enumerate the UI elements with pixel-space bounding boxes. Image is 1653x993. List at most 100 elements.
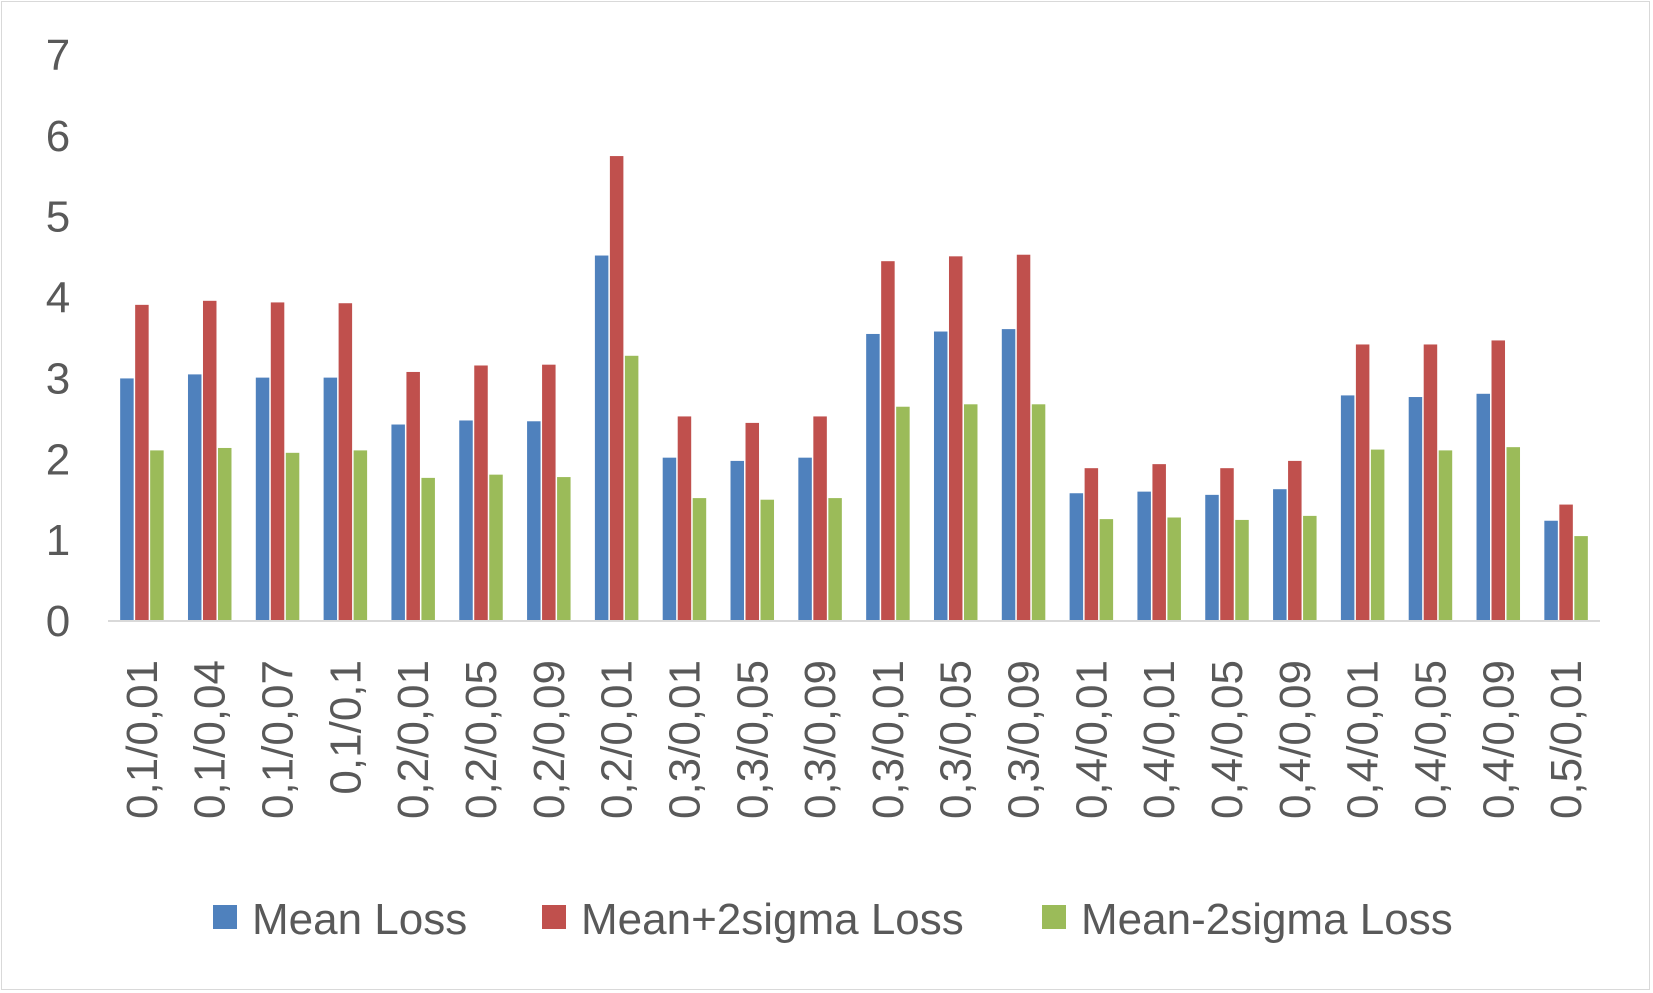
- bar-mean-loss-3: [323, 377, 338, 621]
- x-category-label: 0,4/0,05: [1203, 660, 1252, 819]
- x-category-label: 0,3/0,01: [660, 660, 709, 819]
- bar-mean-2sigma-loss-19: [1423, 344, 1438, 621]
- x-category-label: 0,4/0,09: [1271, 660, 1320, 819]
- bar-mean-loss-0: [120, 378, 134, 621]
- x-category-label: 0,1/0,07: [254, 660, 303, 819]
- bar-mean-2sigma-loss-13: [1031, 404, 1046, 621]
- bar-mean-2sigma-loss-12: [948, 256, 963, 621]
- bar-mean-loss-1: [187, 374, 202, 621]
- bar-mean-loss-10: [798, 457, 812, 621]
- x-category-label: 0,2/0,05: [457, 660, 506, 819]
- bars-group: [120, 156, 1588, 621]
- bar-mean-loss-17: [1273, 489, 1287, 621]
- bar-mean-2sigma-loss-1: [202, 300, 217, 621]
- x-category-label: 0,5/0,01: [1542, 660, 1591, 819]
- y-tick-label: 6: [46, 112, 70, 161]
- bar-mean-2sigma-loss-17: [1288, 460, 1302, 621]
- legend: Mean Loss Mean+2sigma Loss Mean-2sigma Los…: [213, 895, 1453, 944]
- bar-mean-2sigma-loss-5: [474, 365, 488, 621]
- bar-mean-2sigma-loss-2: [270, 302, 285, 621]
- bar-mean-2sigma-loss-3: [338, 303, 353, 621]
- x-category-label: 0,1/0,01: [118, 660, 167, 819]
- y-tick-label: 3: [46, 354, 70, 403]
- y-tick-label: 5: [46, 193, 70, 242]
- legend-label: Mean-2sigma Loss: [1081, 895, 1453, 944]
- bar-mean-2sigma-loss-4: [421, 477, 435, 621]
- x-category-label: 0,2/0,09: [525, 660, 574, 819]
- bar-mean-2sigma-loss-0: [135, 304, 149, 621]
- bar-mean-loss-7: [594, 255, 609, 621]
- bar-mean-2sigma-loss-19: [1438, 450, 1453, 621]
- bar-mean-2sigma-loss-14: [1099, 519, 1114, 621]
- bar-mean-loss-15: [1137, 491, 1151, 621]
- bar-mean-2sigma-loss-3: [353, 450, 368, 621]
- bar-mean-loss-19: [1408, 397, 1423, 621]
- bar-mean-2sigma-loss-8: [677, 416, 692, 621]
- y-tick-label: 0: [46, 597, 70, 646]
- x-category-label: 0,3/0,09: [796, 660, 845, 819]
- bar-mean-loss-20: [1476, 393, 1491, 621]
- bar-mean-loss-14: [1069, 493, 1084, 621]
- bar-mean-2sigma-loss-11: [896, 406, 910, 621]
- bar-mean-loss-21: [1544, 520, 1558, 621]
- bar-mean-2sigma-loss-16: [1220, 468, 1234, 621]
- bar-mean-2sigma-loss-10: [828, 498, 842, 621]
- x-category-label: 0,2/0,01: [593, 660, 642, 819]
- legend-swatch-1: [542, 905, 566, 929]
- bar-mean-2sigma-loss-21: [1574, 536, 1588, 621]
- y-tick-label: 4: [46, 274, 70, 323]
- bar-mean-2sigma-loss-6: [557, 477, 571, 621]
- bar-mean-2sigma-loss-11: [881, 261, 895, 621]
- bar-mean-2sigma-loss-16: [1235, 519, 1249, 621]
- bar-mean-2sigma-loss-4: [406, 371, 420, 621]
- bar-mean-2sigma-loss-15: [1167, 517, 1181, 621]
- bar-mean-loss-11: [866, 333, 880, 621]
- bar-mean-2sigma-loss-7: [624, 355, 639, 621]
- x-category-label: 0,3/0,01: [864, 660, 913, 819]
- bar-mean-2sigma-loss-20: [1491, 340, 1506, 621]
- bar-mean-2sigma-loss-9: [760, 499, 775, 621]
- x-category-label: 0,4/0,05: [1406, 660, 1455, 819]
- bar-mean-2sigma-loss-18: [1355, 344, 1370, 621]
- x-category-label: 0,3/0,05: [932, 660, 981, 819]
- bar-mean-loss-16: [1205, 494, 1219, 621]
- bar-mean-loss-18: [1340, 395, 1355, 621]
- bar-mean-loss-5: [459, 420, 473, 621]
- x-category-label: 0,3/0,05: [728, 660, 777, 819]
- legend-swatch-0: [213, 905, 237, 929]
- x-category-label: 0,3/0,09: [1000, 660, 1049, 819]
- bar-mean-2sigma-loss-2: [285, 452, 300, 621]
- bar-mean-loss-9: [730, 460, 745, 621]
- bar-mean-loss-4: [391, 424, 405, 621]
- bar-mean-loss-6: [527, 421, 541, 621]
- bar-mean-2sigma-loss-8: [692, 498, 707, 621]
- bar-mean-2sigma-loss-12: [963, 404, 978, 621]
- y-tick-label: 7: [46, 31, 70, 80]
- y-tick-label: 1: [46, 516, 70, 565]
- x-category-label: 0,2/0,01: [389, 660, 438, 819]
- bar-mean-loss-13: [1001, 329, 1016, 621]
- x-category-label: 0,4/0,01: [1067, 660, 1116, 819]
- x-category-label: 0,1/0,1: [321, 660, 370, 795]
- bar-mean-2sigma-loss-1: [217, 447, 232, 621]
- y-axis-ticks: 0 1 2 3 4 5 6 7: [46, 31, 70, 646]
- bar-mean-2sigma-loss-13: [1016, 254, 1031, 621]
- bar-mean-2sigma-loss-18: [1370, 449, 1385, 621]
- bar-mean-2sigma-loss-9: [745, 422, 760, 621]
- bar-mean-2sigma-loss-10: [813, 416, 827, 621]
- bar-mean-2sigma-loss-6: [542, 364, 556, 621]
- bar-mean-2sigma-loss-17: [1303, 515, 1317, 621]
- bar-mean-2sigma-loss-5: [489, 474, 503, 621]
- x-category-label: 0,1/0,04: [186, 660, 235, 819]
- bar-mean-loss-12: [933, 331, 948, 621]
- legend-swatch-2: [1042, 905, 1066, 929]
- legend-label: Mean+2sigma Loss: [581, 895, 964, 944]
- bar-mean-2sigma-loss-7: [609, 156, 624, 621]
- x-axis-category-labels: 0,1/0,01 0,1/0,04 0,1/0,07 0,1/0,1 0,2/0,01 0…: [118, 660, 1591, 819]
- bar-mean-loss-2: [255, 377, 270, 621]
- bar-mean-2sigma-loss-14: [1084, 468, 1099, 621]
- bar-mean-2sigma-loss-21: [1559, 504, 1573, 621]
- bar-mean-2sigma-loss-15: [1152, 464, 1166, 621]
- x-category-label: 0,4/0,09: [1474, 660, 1523, 819]
